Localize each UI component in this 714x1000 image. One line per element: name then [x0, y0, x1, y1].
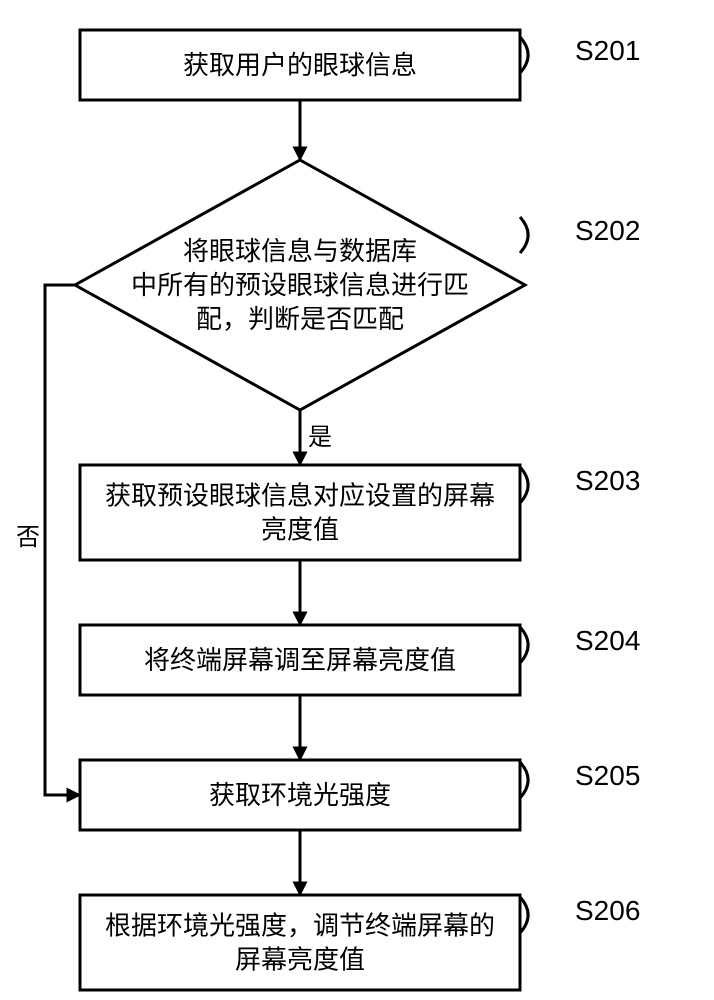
node-s201: 获取用户的眼球信息 S201 — [80, 30, 640, 100]
edge-label: 否 — [16, 524, 40, 551]
step-label: S206 — [575, 895, 640, 926]
node-text: 屏幕亮度值 — [235, 945, 365, 975]
node-text: 将眼球信息与数据库 — [183, 236, 417, 266]
edge-label: 是 — [308, 424, 332, 451]
node-s205: 获取环境光强度 S205 — [80, 760, 640, 830]
node-text: 获取用户的眼球信息 — [183, 50, 417, 80]
step-label: S202 — [575, 215, 640, 246]
node-text: 根据环境光强度，调节终端屏幕的 — [105, 911, 495, 941]
step-label: S204 — [575, 625, 640, 656]
node-text: 中所有的预设眼球信息进行匹 — [131, 270, 469, 300]
node-text: 亮度值 — [261, 515, 339, 545]
step-label: S201 — [575, 35, 640, 66]
node-text: 获取预设眼球信息对应设置的屏幕 — [105, 481, 495, 511]
step-label: S203 — [575, 465, 640, 496]
node-s202: 将眼球信息与数据库中所有的预设眼球信息进行匹配，判断是否匹配 S202 — [75, 160, 640, 410]
node-text: 获取环境光强度 — [209, 780, 391, 810]
label-connector — [520, 217, 528, 253]
node-text: 将终端屏幕调至屏幕亮度值 — [144, 645, 456, 675]
flowchart-canvas: 获取用户的眼球信息 S201 将眼球信息与数据库中所有的预设眼球信息进行匹配，判断是… — [0, 0, 714, 1000]
step-label: S205 — [575, 760, 640, 791]
node-s206: 根据环境光强度，调节终端屏幕的屏幕亮度值 S206 — [80, 895, 640, 990]
edge — [45, 285, 80, 795]
node-text: 配，判断是否匹配 — [196, 304, 404, 334]
node-s204: 将终端屏幕调至屏幕亮度值 S204 — [80, 625, 640, 695]
node-s203: 获取预设眼球信息对应设置的屏幕亮度值 S203 — [80, 465, 640, 560]
